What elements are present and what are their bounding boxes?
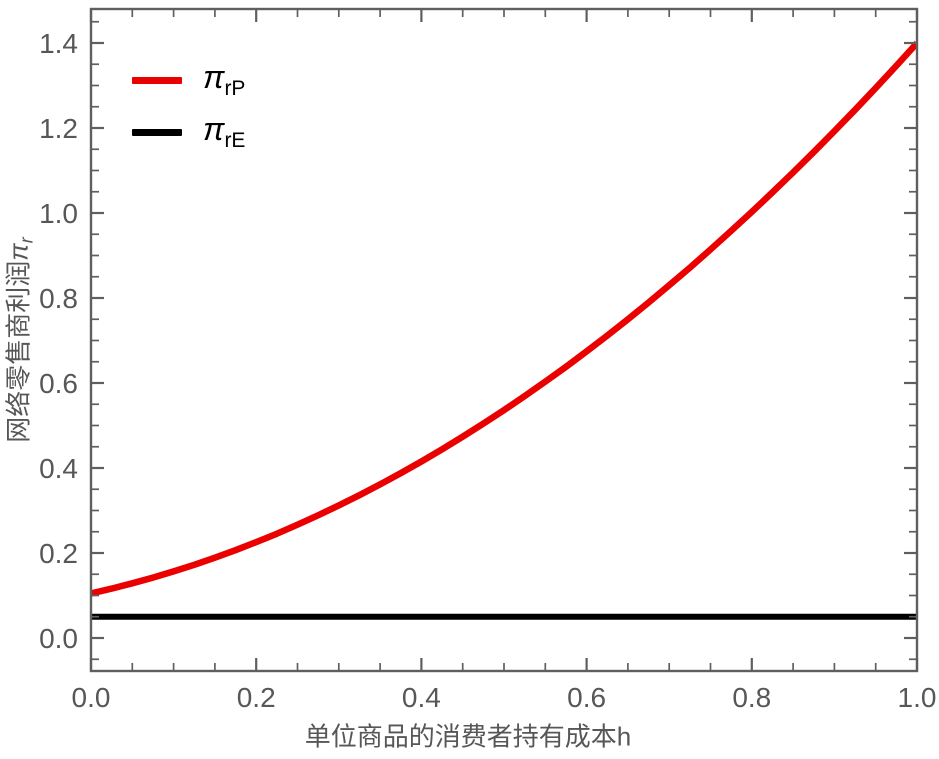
y-tick-label: 0.0 bbox=[39, 623, 78, 654]
y-axis-title-text: 网络零售商利润 bbox=[3, 260, 34, 443]
legend-label-pirp: πrP bbox=[203, 59, 245, 99]
x-tick-label: 0.8 bbox=[732, 682, 771, 713]
y-axis-title: 网络零售商利润πr bbox=[0, 237, 37, 443]
x-tick-label: 1.0 bbox=[898, 682, 937, 713]
legend-item-pirp: πrP bbox=[132, 61, 245, 99]
pi-subscript: r bbox=[16, 237, 37, 244]
pi-symbol: π bbox=[3, 243, 34, 261]
legend: πrP πrE bbox=[132, 61, 245, 177]
ticks bbox=[89, 10, 919, 670]
pi-subscript: rE bbox=[224, 129, 246, 152]
plot-frame bbox=[89, 7, 919, 673]
y-tick-label: 1.2 bbox=[39, 113, 78, 144]
y-tick-label: 0.8 bbox=[39, 283, 78, 314]
pi-symbol: π bbox=[203, 111, 225, 147]
series-line-0 bbox=[91, 40, 917, 597]
legend-item-pire: πrE bbox=[132, 113, 245, 151]
y-tick-label: 1.0 bbox=[39, 198, 78, 229]
pi-symbol: π bbox=[203, 59, 225, 95]
pire-line-swatch bbox=[132, 128, 182, 136]
y-tick-label: 1.4 bbox=[39, 28, 78, 59]
x-axis-title: 单位商品的消费者持有成本h bbox=[304, 721, 632, 752]
x-tick-label: 0.0 bbox=[72, 682, 111, 713]
y-tick-label: 0.6 bbox=[39, 368, 78, 399]
pirp-line-swatch bbox=[132, 76, 182, 84]
y-tick-label: 0.2 bbox=[39, 538, 78, 569]
y-tick-label: 0.4 bbox=[39, 453, 78, 484]
legend-label-pire: πrE bbox=[203, 111, 245, 151]
series-group bbox=[91, 40, 917, 620]
x-tick-label: 0.2 bbox=[237, 682, 276, 713]
x-tick-label: 0.6 bbox=[567, 682, 606, 713]
x-tick-label: 0.4 bbox=[402, 682, 441, 713]
tick-labels: 0.0 0.2 0.4 0.6 0.8 1.0 0.0 0.2 0.4 0.6 0.8 1.0 1.2 1… bbox=[39, 28, 936, 713]
pi-subscript: rP bbox=[224, 77, 246, 100]
